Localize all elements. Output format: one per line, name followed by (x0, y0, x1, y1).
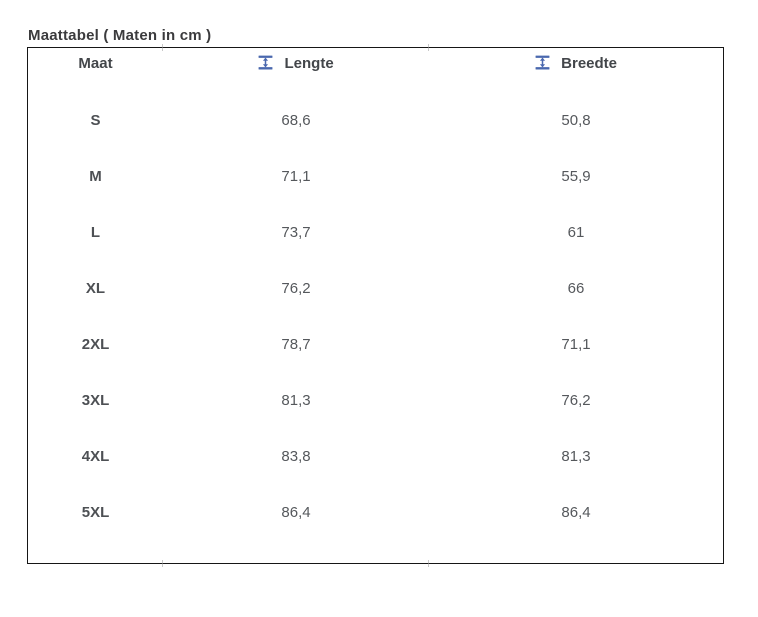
breedte-value-cell: 76,2 (561, 391, 591, 409)
lengte-value-cell: 71,1 (281, 167, 311, 185)
lengte-value-cell: 78,7 (281, 335, 311, 353)
lengte-value-cell: 81,3 (281, 391, 311, 409)
header-breedte-label: Breedte (561, 55, 618, 72)
size-label-cell: 4XL (81, 447, 110, 465)
size-label-cell: 2XL (81, 335, 110, 353)
table-row: 2XL 78,7 71,1 (28, 316, 723, 372)
lengte-value-cell: 76,2 (281, 279, 311, 297)
breedte-value-cell: 50,8 (561, 111, 591, 129)
size-table: Maat Lengte (27, 44, 724, 567)
size-table-grid: Maat Lengte (28, 48, 723, 540)
column-divider-tick (428, 44, 429, 51)
column-divider-tick (428, 560, 429, 567)
page-title: Maattabel ( Maten in cm ) (28, 27, 212, 44)
breedte-value-cell: 55,9 (561, 167, 591, 185)
size-label-cell: XL (85, 279, 106, 297)
size-label-cell: S (90, 111, 101, 129)
table-row: L 73,7 61 (28, 204, 723, 260)
table-row: XL 76,2 66 (28, 260, 723, 316)
breedte-value-cell: 86,4 (561, 503, 591, 521)
size-label-cell: M (89, 167, 102, 185)
size-table-body: S 68,6 50,8 M 71,1 55,9 L 73,7 61 XL 76,2 66 2XL 78,7… (28, 92, 723, 540)
lengte-value-cell: 83,8 (281, 447, 311, 465)
breedte-value-cell: 66 (567, 279, 585, 297)
table-row: 3XL 81,3 76,2 (28, 372, 723, 428)
lengte-value-cell: 68,6 (281, 111, 311, 129)
header-maat: Maat (28, 48, 163, 92)
table-row: 4XL 83,8 81,3 (28, 428, 723, 484)
breedte-value-cell: 81,3 (561, 447, 591, 465)
breedte-value-cell: 61 (567, 223, 585, 241)
column-divider-tick (162, 560, 163, 567)
height-measure-icon (535, 55, 550, 70)
height-measure-icon (258, 55, 273, 70)
lengte-value-cell: 73,7 (281, 223, 311, 241)
column-divider-tick (162, 44, 163, 51)
table-row: 5XL 86,4 86,4 (28, 484, 723, 540)
header-maat-label: Maat (78, 55, 113, 72)
table-row: M 71,1 55,9 (28, 148, 723, 204)
table-row: S 68,6 50,8 (28, 92, 723, 148)
header-row: Maat Lengte (28, 48, 723, 92)
header-breedte: Breedte (429, 48, 723, 92)
size-label-cell: 5XL (81, 503, 110, 521)
lengte-value-cell: 86,4 (281, 503, 311, 521)
size-label-cell: 3XL (81, 391, 110, 409)
size-label-cell: L (90, 223, 101, 241)
header-lengte-label: Lengte (284, 55, 334, 72)
breedte-value-cell: 71,1 (561, 335, 591, 353)
header-lengte: Lengte (163, 48, 429, 92)
